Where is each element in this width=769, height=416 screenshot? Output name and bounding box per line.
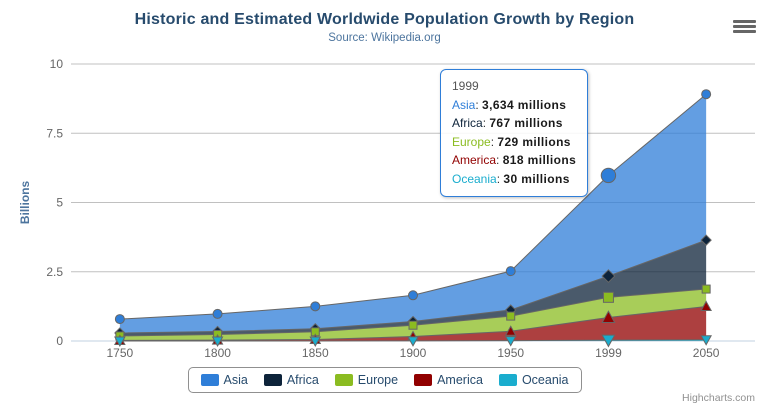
legend-swatch-europe xyxy=(334,374,353,386)
chart-subtitle: Source: Wikipedia.org xyxy=(328,32,441,44)
y-axis-title: Billions xyxy=(18,181,32,225)
y-axis-label: 2.5 xyxy=(46,265,63,279)
data-point-marker-europe[interactable] xyxy=(506,311,516,321)
legend-label: Asia xyxy=(223,373,248,387)
x-axis-label: 1850 xyxy=(302,346,329,360)
legend-item-asia[interactable]: Asia xyxy=(200,373,248,387)
data-point-marker-america[interactable] xyxy=(700,300,712,311)
y-axis-label: 10 xyxy=(50,57,64,71)
data-point-marker-asia[interactable] xyxy=(212,308,223,319)
data-point-marker-oceania[interactable] xyxy=(601,334,616,348)
data-point-marker-africa[interactable] xyxy=(601,269,616,284)
credits-link[interactable]: Highcharts.com xyxy=(682,392,755,404)
legend-swatch-oceania xyxy=(498,374,517,386)
legend-label: Oceania xyxy=(521,373,569,387)
x-axis-label: 1999 xyxy=(595,346,622,360)
x-axis-label: 1900 xyxy=(400,346,427,360)
data-point-marker-africa[interactable] xyxy=(700,234,712,246)
x-axis-label: 2050 xyxy=(693,346,720,360)
x-axis-label: 1950 xyxy=(497,346,524,360)
data-point-marker-oceania[interactable] xyxy=(407,336,419,347)
data-point-marker-asia[interactable] xyxy=(408,290,418,301)
data-point-marker-asia[interactable] xyxy=(114,314,125,325)
export-menu-button[interactable] xyxy=(730,16,758,38)
legend-item-oceania[interactable]: Oceania xyxy=(498,373,569,387)
data-point-marker-oceania[interactable] xyxy=(504,336,517,347)
x-axis-label: 1800 xyxy=(204,346,231,360)
legend-label: Europe xyxy=(357,373,399,387)
area-asia[interactable] xyxy=(119,94,707,333)
data-point-marker-america[interactable] xyxy=(601,310,616,324)
hamburger-icon xyxy=(732,19,756,33)
data-point-marker-america[interactable] xyxy=(504,325,517,336)
data-point-marker-asia[interactable] xyxy=(600,167,617,184)
legend-item-europe[interactable]: Europe xyxy=(334,373,399,387)
legend-swatch-africa xyxy=(263,374,282,386)
data-point-marker-europe[interactable] xyxy=(408,320,418,330)
legend-swatch-america xyxy=(414,374,433,386)
data-point-marker-oceania[interactable] xyxy=(309,336,322,347)
data-point-marker-asia[interactable] xyxy=(310,301,321,312)
data-point-marker-europe[interactable] xyxy=(701,284,711,294)
data-point-marker-oceania[interactable] xyxy=(211,336,224,347)
data-point-marker-europe[interactable] xyxy=(602,291,614,303)
legend-item-africa[interactable]: Africa xyxy=(263,373,319,387)
legend: Asia Africa Europe America Oceania xyxy=(187,367,582,393)
area-america[interactable] xyxy=(119,306,707,341)
y-axis-label: 5 xyxy=(56,196,63,210)
y-axis-label: 0 xyxy=(56,334,63,348)
area-africa[interactable] xyxy=(119,240,707,336)
chart-title: Historic and Estimated Worldwide Populat… xyxy=(134,11,635,28)
x-axis-label: 1750 xyxy=(107,346,134,360)
legend-swatch-asia xyxy=(200,374,219,386)
legend-label: America xyxy=(437,373,483,387)
legend-label: Africa xyxy=(286,373,319,387)
data-point-marker-oceania[interactable] xyxy=(700,335,712,346)
data-point-marker-asia[interactable] xyxy=(701,89,712,100)
y-axis-label: 7.5 xyxy=(46,126,63,140)
data-point-marker-oceania[interactable] xyxy=(114,336,126,347)
data-point-marker-asia[interactable] xyxy=(505,266,516,277)
legend-item-america[interactable]: America xyxy=(414,373,483,387)
